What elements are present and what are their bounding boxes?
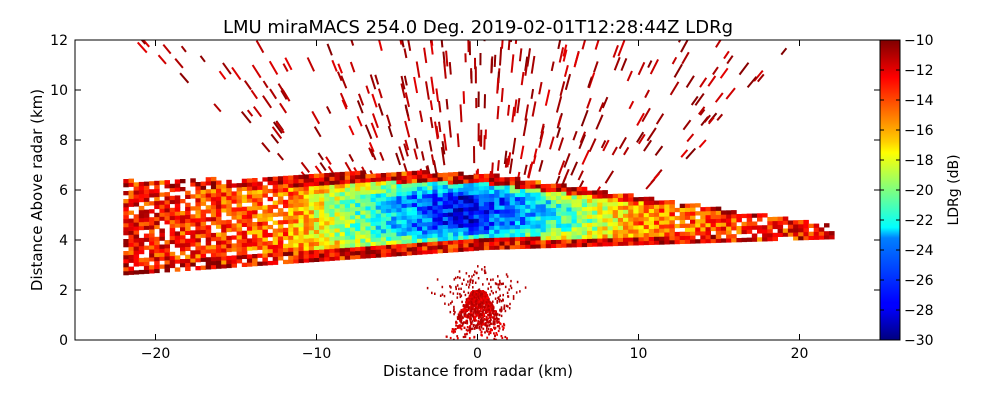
colorbar-tick-label: −18: [904, 153, 934, 169]
colorbar-tick-label: −24: [904, 243, 934, 259]
x-tick-label: 10: [630, 346, 648, 362]
colorbar-tick-label: −14: [904, 93, 934, 109]
x-tick-label: 0: [473, 346, 482, 362]
colorbar-tick-label: −30: [904, 333, 934, 349]
colorbar-tick-label: −28: [904, 303, 934, 319]
chart-title: LMU miraMACS 254.0 Deg. 2019-02-01T12:28…: [223, 17, 733, 38]
x-tick-label: −10: [302, 346, 332, 362]
y-tick-label: 8: [59, 133, 68, 149]
heatmap-area: [123, 40, 835, 340]
colorbar-axis: −10 −12 −14 −16 −18 −20 −22 −24 −26 −28 −30: [880, 33, 934, 349]
x-axis: −20 −10 0 10 20: [141, 40, 809, 362]
y-tick-label: 4: [59, 233, 68, 249]
y-tick-label: 10: [50, 83, 68, 99]
colorbar-tick-label: −26: [904, 273, 934, 289]
x-tick-label: −20: [141, 346, 171, 362]
y-tick-label: 0: [59, 333, 68, 349]
x-tick-label: 20: [791, 346, 809, 362]
y-tick-label: 2: [59, 283, 68, 299]
colorbar-tick-label: −10: [904, 33, 934, 49]
y-tick-label: 6: [59, 183, 68, 199]
colorbar-tick-label: −16: [904, 123, 934, 139]
colorbar-tick-label: −20: [904, 183, 934, 199]
y-axis: 0 2 4 6 8 10 12: [50, 33, 880, 349]
colorbar-label: LDRg (dB): [946, 154, 962, 225]
x-axis-label: Distance from radar (km): [383, 362, 573, 380]
y-tick-label: 12: [50, 33, 68, 49]
y-axis-label: Distance Above radar (km): [28, 89, 46, 291]
colorbar-tick-label: −22: [904, 213, 934, 229]
colorbar-tick-label: −12: [904, 63, 934, 79]
